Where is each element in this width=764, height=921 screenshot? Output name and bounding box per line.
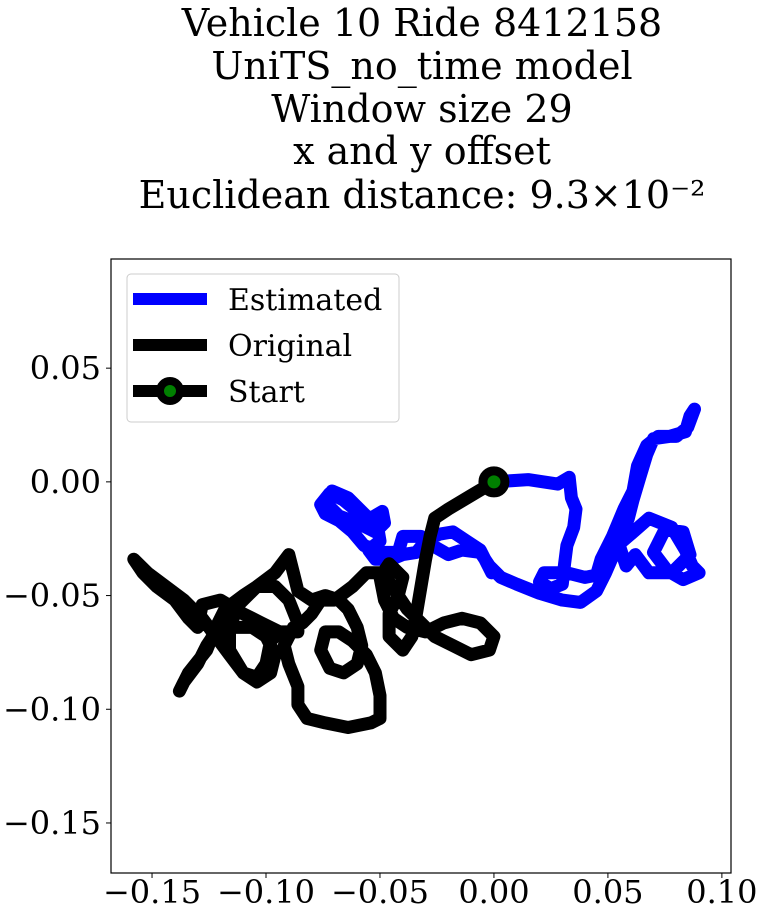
- plot-area: [127, 402, 706, 734]
- x-tick-label: −0.15: [103, 873, 201, 911]
- title-line-2: UniTS_no_time model: [211, 44, 632, 89]
- y-tick-label: −0.10: [3, 690, 101, 728]
- series-line-estimated: [314, 402, 706, 609]
- legend-marker-start: [156, 377, 184, 405]
- title-line-5: Euclidean distance: 9.3×10⁻²: [139, 173, 706, 217]
- legend-label-estimated: Estimated: [228, 283, 382, 318]
- x-tick-label: 0.00: [458, 873, 529, 911]
- legend: Estimated Original Start: [126, 273, 400, 423]
- y-tick-label: −0.05: [3, 577, 101, 615]
- x-tick-label: 0.05: [572, 873, 643, 911]
- legend-label-start: Start: [228, 375, 305, 410]
- title-line-1: Vehicle 10 Ride 8412158: [181, 1, 662, 45]
- title-line-3: Window size 29: [271, 87, 572, 131]
- series-line-original: [127, 475, 501, 734]
- x-tick-label: −0.10: [217, 873, 315, 911]
- title-line-4: x and y offset: [293, 129, 551, 173]
- x-tick-label: 0.10: [686, 873, 757, 911]
- axes: −0.15 −0.10 −0.05 0.00 0.05 0.10 0.05 0.00 −0.05…: [3, 258, 758, 911]
- x-tick-label: −0.05: [331, 873, 429, 911]
- start-marker: [478, 466, 510, 498]
- y-tick-label: 0.05: [30, 349, 101, 387]
- y-tick-label: 0.00: [30, 463, 101, 501]
- axes-frame: [110, 258, 732, 874]
- y-tick-label: −0.15: [3, 804, 101, 842]
- legend-label-original: Original: [228, 329, 352, 364]
